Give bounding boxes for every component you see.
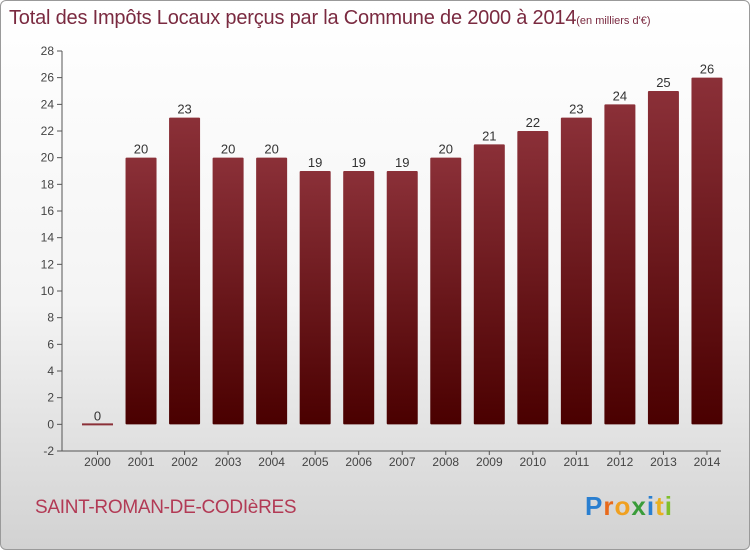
y-tick-label: 8 xyxy=(47,311,54,325)
bar-2003 xyxy=(212,157,244,425)
x-tick-label: 2007 xyxy=(389,455,416,469)
logo-letter: x xyxy=(631,491,647,521)
y-tick-label: 12 xyxy=(41,257,55,271)
y-tick-label: 18 xyxy=(41,177,55,191)
bar-2004 xyxy=(256,157,288,425)
x-tick-label: 2005 xyxy=(302,455,329,469)
data-label-2001: 20 xyxy=(134,142,148,157)
bar-2005 xyxy=(299,171,331,425)
y-tick-label: 10 xyxy=(41,284,55,298)
y-tick-label: 16 xyxy=(41,204,55,218)
data-label-2006: 19 xyxy=(351,155,365,170)
chart-title-row: Total des Impôts Locaux perçus par la Co… xyxy=(9,7,650,30)
x-tick-label: 2002 xyxy=(171,455,198,469)
x-tick-label: 2014 xyxy=(694,455,721,469)
data-label-2003: 20 xyxy=(221,142,235,157)
y-tick-label: 4 xyxy=(47,364,54,378)
bar-2013 xyxy=(647,91,679,425)
data-label-2010: 22 xyxy=(526,115,540,130)
logo-letter: i xyxy=(646,491,656,521)
data-label-2007: 19 xyxy=(395,155,409,170)
x-tick-label: 2001 xyxy=(128,455,155,469)
bar-2008 xyxy=(430,157,462,425)
y-tick-label: 28 xyxy=(41,44,55,58)
bar-2007 xyxy=(386,171,418,425)
data-label-2011: 23 xyxy=(569,102,583,117)
x-tick-label: 2004 xyxy=(258,455,285,469)
x-tick-label: 2011 xyxy=(563,455,589,469)
y-tick-label: 6 xyxy=(47,337,54,351)
data-label-2005: 19 xyxy=(308,155,322,170)
bar-2010 xyxy=(517,131,549,425)
chart-title-unit: (en milliers d'€) xyxy=(576,15,651,27)
data-labels: 0 20 23 20 20 19 19 19 20 21 22 23 24 25 26 xyxy=(94,62,714,424)
data-label-2014: 26 xyxy=(700,62,714,77)
bar-2002 xyxy=(169,117,201,425)
bar-2001 xyxy=(125,157,157,425)
y-tick-label: 24 xyxy=(41,97,55,111)
y-tick-label: -2 xyxy=(43,444,54,458)
bar-2014 xyxy=(691,77,723,425)
logo-letter: o xyxy=(614,491,632,521)
y-tick-label: 26 xyxy=(41,71,55,85)
y-tick-label: 0 xyxy=(47,417,54,431)
x-tick-label: 2003 xyxy=(215,455,242,469)
bar-2009 xyxy=(473,144,505,425)
y-tick-label: 2 xyxy=(47,391,54,405)
logo-letter: t xyxy=(655,491,665,521)
logo-letter: P xyxy=(585,491,604,521)
bar-2012 xyxy=(604,104,636,425)
data-label-2008: 20 xyxy=(439,142,453,157)
y-tick-label: 22 xyxy=(41,124,55,138)
x-tick-label: 2009 xyxy=(476,455,503,469)
x-tick-label: 2012 xyxy=(607,455,634,469)
x-tick-label: 2000 xyxy=(84,455,111,469)
commune-name: SAINT-ROMAN-DE-CODIèRES xyxy=(35,497,297,518)
data-label-2000: 0 xyxy=(94,408,101,423)
x-tick-label: 2010 xyxy=(519,455,546,469)
logo-letter: i xyxy=(664,491,673,521)
data-label-2004: 20 xyxy=(264,142,278,157)
data-label-2012: 24 xyxy=(613,88,627,103)
proxiti-logo: Proxiti xyxy=(585,491,673,522)
chart-title: Total des Impôts Locaux perçus par la Co… xyxy=(9,7,577,29)
x-tick-label: 2006 xyxy=(345,455,372,469)
data-label-2002: 23 xyxy=(177,102,191,117)
y-tick-label: 20 xyxy=(41,151,55,165)
bar-2011 xyxy=(560,117,592,425)
bar-2006 xyxy=(343,171,375,425)
y-tick-label: 14 xyxy=(41,231,55,245)
x-tick-label: 2013 xyxy=(650,455,677,469)
logo-letter: r xyxy=(603,491,615,521)
x-tick-label: 2008 xyxy=(432,455,459,469)
bars xyxy=(82,77,723,426)
data-label-2013: 25 xyxy=(656,75,670,90)
data-label-2009: 21 xyxy=(482,128,496,143)
